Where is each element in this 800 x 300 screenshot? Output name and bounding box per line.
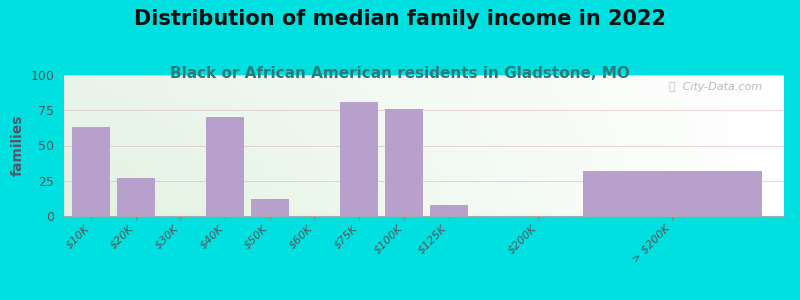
Bar	[430, 205, 468, 216]
Bar	[117, 178, 154, 216]
Bar	[582, 171, 762, 216]
Bar	[340, 102, 378, 216]
Bar	[206, 117, 244, 216]
Y-axis label: families: families	[11, 115, 25, 176]
Bar	[72, 127, 110, 216]
Bar	[385, 109, 423, 216]
Bar	[250, 199, 289, 216]
Text: Black or African American residents in Gladstone, MO: Black or African American residents in G…	[170, 66, 630, 81]
Text: Distribution of median family income in 2022: Distribution of median family income in …	[134, 9, 666, 29]
Text: ⓘ  City-Data.com: ⓘ City-Data.com	[670, 82, 762, 92]
